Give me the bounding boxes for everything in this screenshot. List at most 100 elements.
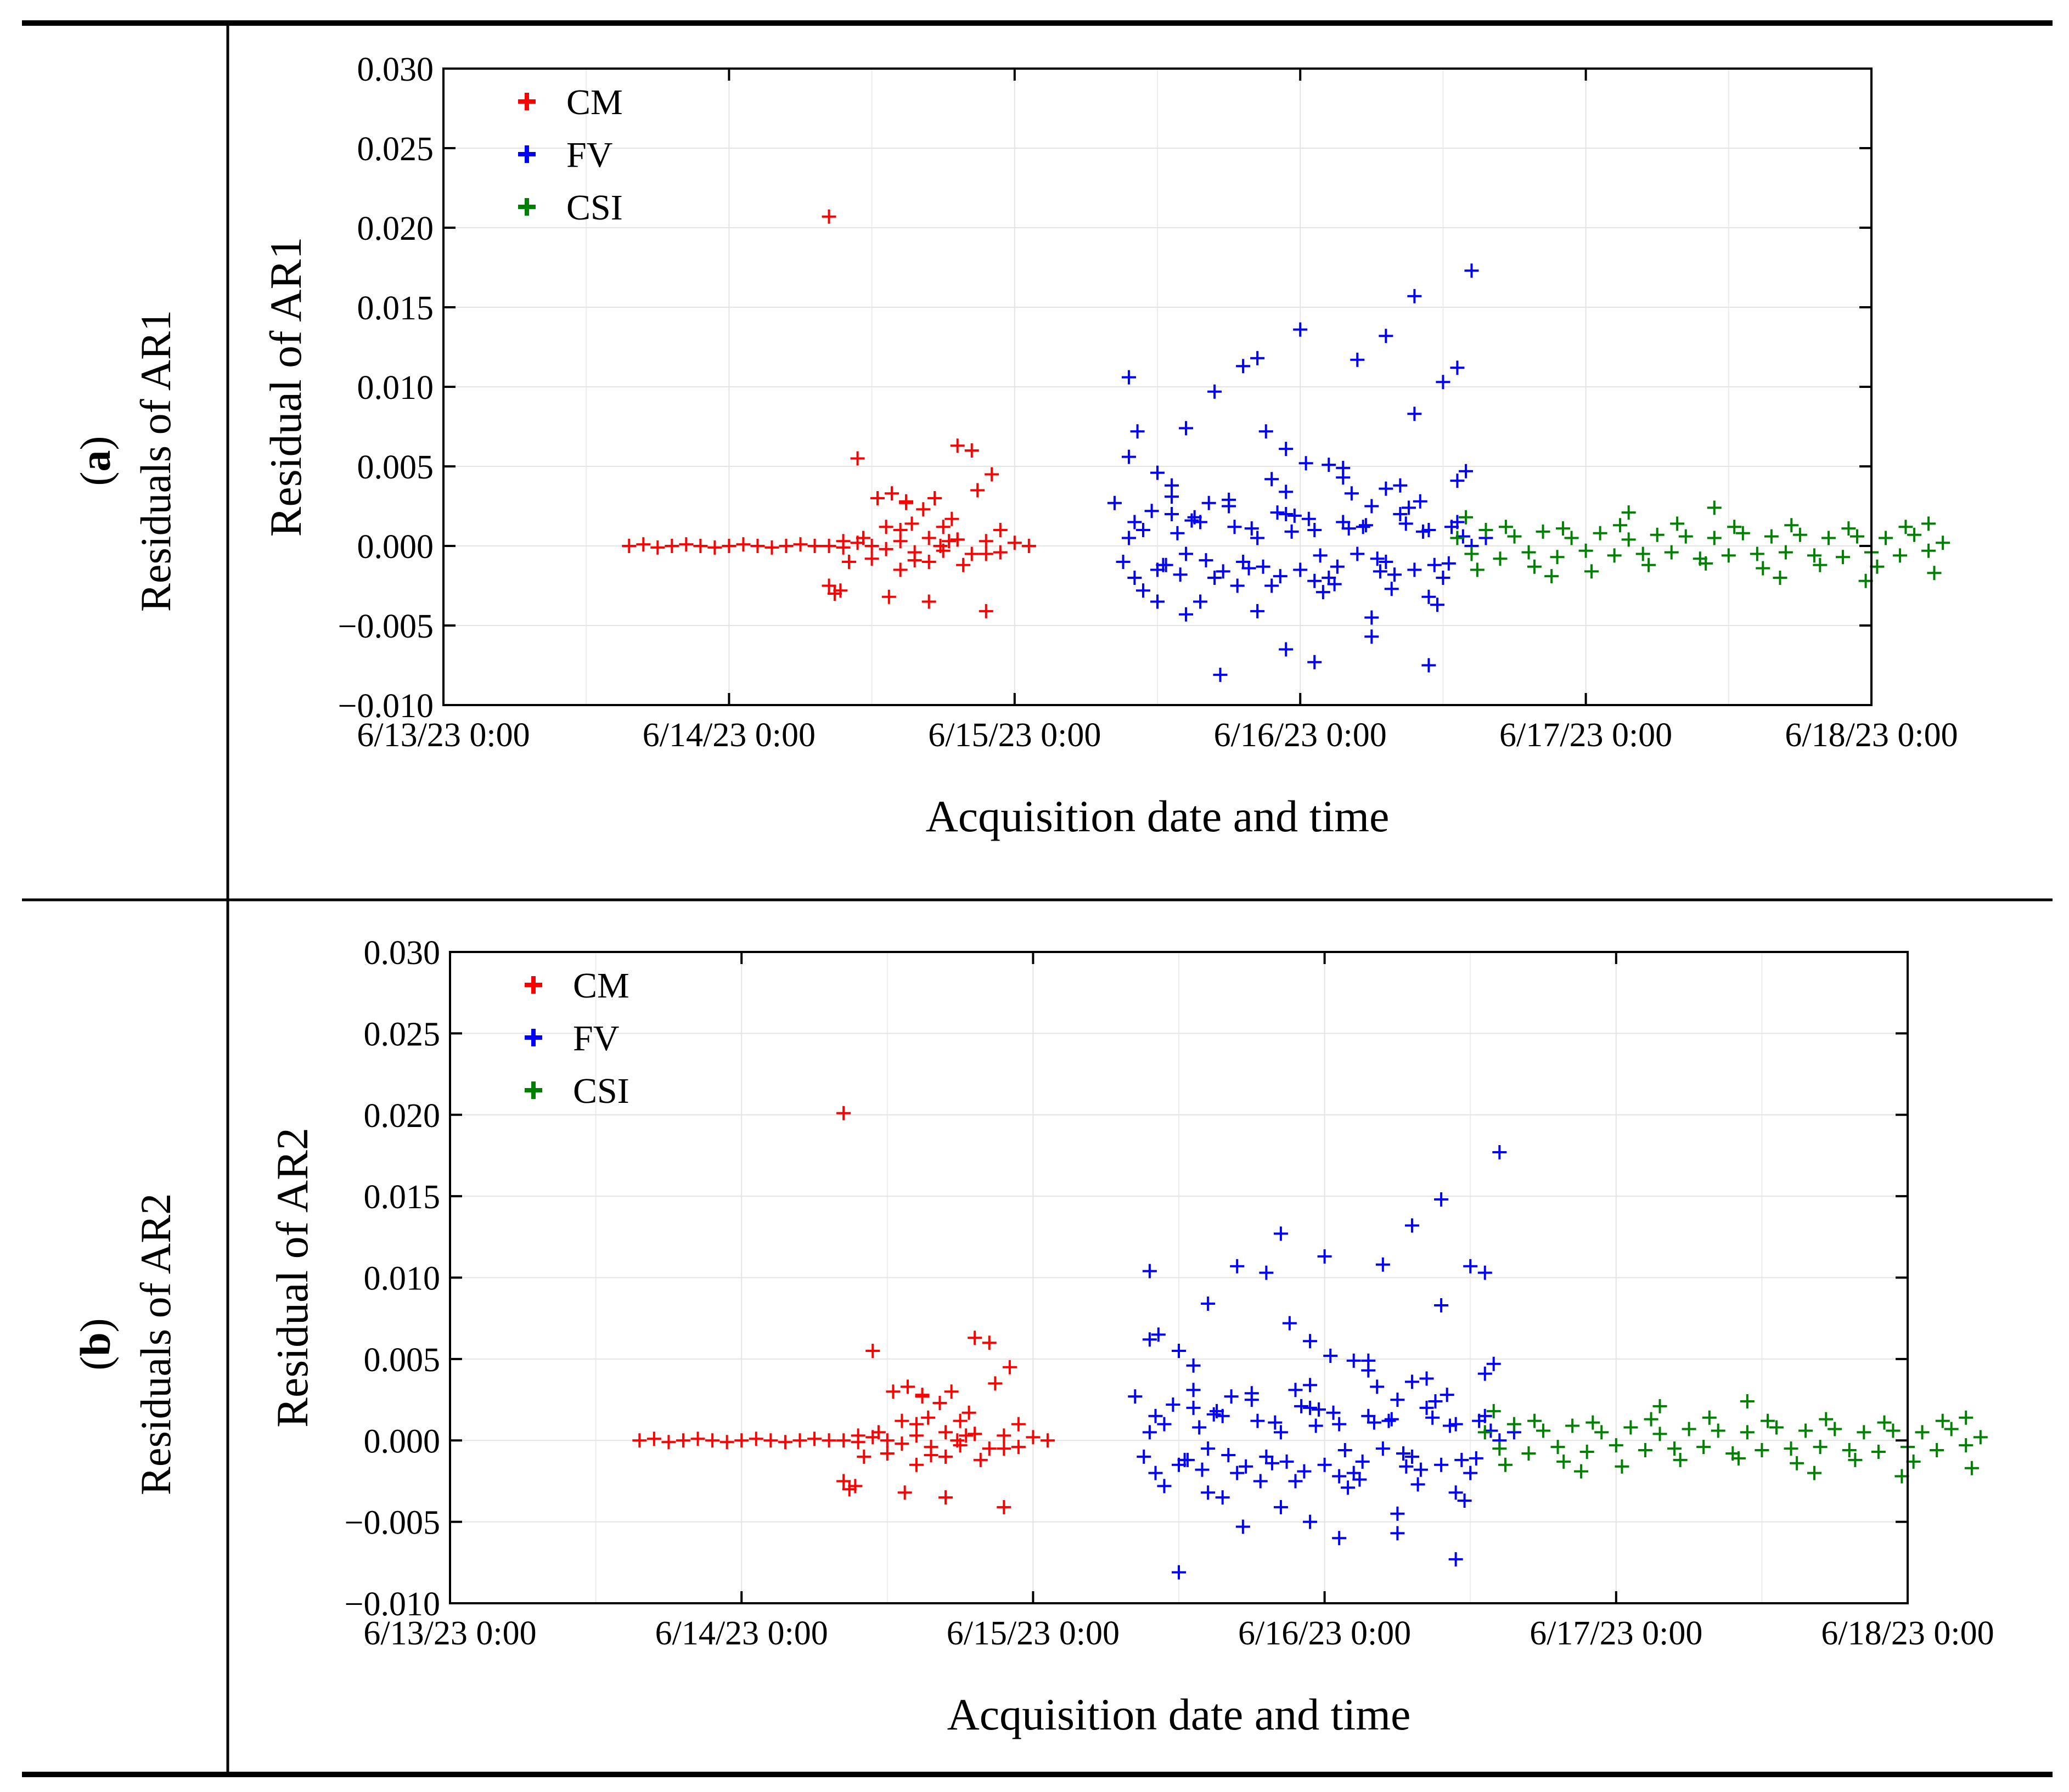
- point-csi: [1641, 557, 1656, 572]
- point-csi: [1521, 1446, 1536, 1461]
- point-fv: [1186, 1358, 1201, 1373]
- legend-label-cm: CM: [573, 966, 629, 1006]
- point-cm: [886, 1384, 901, 1399]
- point-fv: [1355, 1454, 1370, 1469]
- legend-b: CM FV CSI: [525, 966, 629, 1111]
- point-cm: [885, 486, 899, 501]
- point-csi: [1699, 556, 1713, 571]
- point-fv: [1241, 561, 1256, 576]
- point-csi: [1755, 1443, 1769, 1458]
- point-cm: [865, 1344, 880, 1359]
- point-csi: [1564, 531, 1579, 545]
- point-fv: [1264, 472, 1279, 487]
- point-csi: [1506, 1417, 1521, 1432]
- point-csi: [1477, 1425, 1492, 1440]
- point-fv: [1399, 1459, 1414, 1474]
- point-cm: [778, 1435, 792, 1450]
- point-fv: [1293, 322, 1308, 337]
- point-fv: [1352, 1472, 1367, 1487]
- y-tick-label-b: 0.020: [364, 1097, 441, 1135]
- x-axis-label-b: Acquisition date and time: [947, 1689, 1411, 1739]
- point-fv: [1142, 1264, 1157, 1278]
- point-cm: [693, 539, 708, 553]
- point-fv: [1207, 571, 1222, 585]
- point-cm: [736, 537, 751, 552]
- point-cm: [895, 1413, 909, 1428]
- point-fv: [1230, 1466, 1245, 1480]
- point-cm: [1011, 1417, 1026, 1432]
- point-fv: [1390, 1393, 1405, 1407]
- point-fv: [1317, 1249, 1332, 1264]
- row-label-a-panel: (a): [71, 436, 119, 486]
- point-cm: [749, 1432, 763, 1446]
- point-fv: [1308, 1418, 1323, 1433]
- point-csi: [1750, 546, 1764, 561]
- point-fv: [1364, 610, 1379, 625]
- point-csi: [1652, 1399, 1667, 1413]
- point-csi: [1740, 1394, 1755, 1409]
- point-fv: [1381, 1413, 1396, 1428]
- point-fv: [1180, 1452, 1195, 1467]
- point-csi: [1813, 557, 1828, 572]
- y-tick-label-a: 0.015: [357, 290, 434, 327]
- point-fv: [1322, 458, 1336, 472]
- point-csi: [1621, 505, 1636, 520]
- point-fv: [1454, 1452, 1469, 1467]
- point-csi: [1464, 546, 1479, 561]
- point-fv: [1477, 1366, 1492, 1381]
- point-fv: [1239, 1459, 1253, 1474]
- point-csi: [1921, 516, 1936, 531]
- series-csi-a: [1450, 500, 1950, 588]
- point-fv: [1448, 1485, 1463, 1500]
- point-cm: [665, 539, 679, 553]
- x-tick-label-a: 6/14/23 0:00: [643, 717, 816, 754]
- point-csi: [1707, 500, 1722, 515]
- x-tick-label-b: 6/18/23 0:00: [1821, 1615, 1994, 1652]
- point-fv: [1463, 1466, 1478, 1480]
- point-fv: [1303, 1378, 1318, 1393]
- point-csi: [1930, 1443, 1944, 1458]
- legend-label-csi: CSI: [566, 188, 623, 228]
- point-cm: [968, 1427, 982, 1441]
- point-fv: [1346, 1353, 1361, 1368]
- y-tick-label-b: −0.010: [345, 1586, 440, 1623]
- row-label-a-letter: a: [71, 450, 119, 472]
- point-csi: [1828, 1422, 1842, 1436]
- point-fv: [1344, 486, 1359, 501]
- point-fv: [1127, 571, 1142, 585]
- point-fv: [1410, 1477, 1425, 1492]
- point-fv: [1121, 370, 1136, 385]
- point-csi: [1907, 527, 1922, 542]
- point-fv: [1137, 1449, 1151, 1464]
- point-cm: [921, 531, 936, 545]
- point-fv: [1450, 360, 1465, 375]
- point-csi: [1807, 548, 1821, 563]
- point-csi: [1756, 561, 1770, 576]
- x-tick-label-b: 6/15/23 0:00: [947, 1615, 1120, 1652]
- row-label-b: (b) Residuals of AR2: [71, 1193, 179, 1495]
- point-fv: [1201, 495, 1216, 510]
- point-fv: [1341, 521, 1356, 536]
- point-csi: [1773, 571, 1787, 585]
- point-fv: [1415, 524, 1430, 539]
- point-cm: [979, 546, 993, 561]
- point-cm: [836, 1474, 851, 1489]
- y-tick-label-b: 0.005: [364, 1342, 441, 1379]
- point-fv: [1230, 1259, 1245, 1273]
- y-tick-label-a: 0.030: [357, 51, 434, 88]
- point-cm: [950, 438, 965, 453]
- point-csi: [1877, 1415, 1892, 1430]
- point-fv: [1459, 464, 1474, 478]
- point-csi: [1550, 1440, 1565, 1455]
- point-fv: [1332, 1417, 1347, 1432]
- point-cm: [841, 555, 856, 569]
- point-cm: [779, 539, 794, 553]
- point-cm: [707, 540, 722, 555]
- point-fv: [1294, 1399, 1309, 1413]
- x-tick-label-a: 6/15/23 0:00: [928, 717, 1101, 754]
- point-csi: [1849, 529, 1864, 544]
- point-fv: [1270, 505, 1285, 520]
- point-csi: [1798, 1423, 1813, 1438]
- y-tick-label-a: 0.025: [357, 131, 434, 168]
- point-fv: [1393, 478, 1408, 493]
